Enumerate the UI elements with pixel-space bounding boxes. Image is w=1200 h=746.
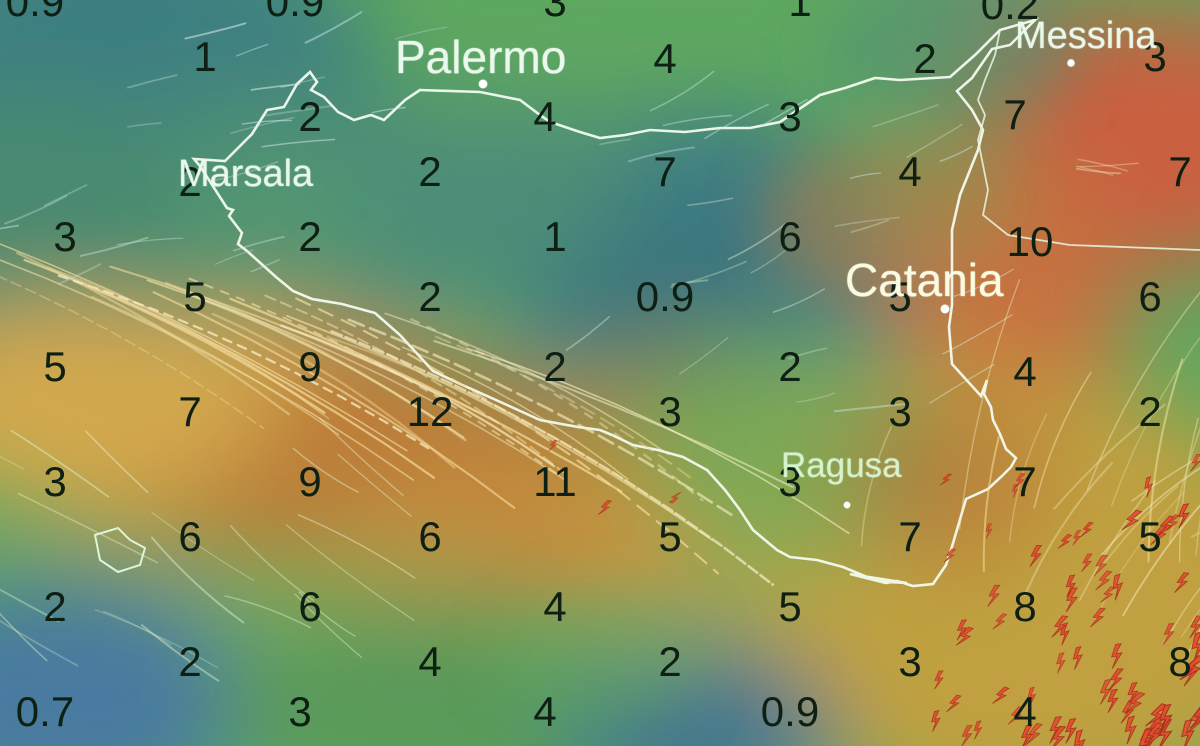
svg-text:2: 2	[543, 343, 566, 390]
svg-text:7: 7	[653, 148, 676, 195]
svg-text:7: 7	[1013, 458, 1036, 505]
svg-text:0.9: 0.9	[636, 273, 694, 320]
svg-text:9: 9	[298, 458, 321, 505]
svg-text:Ragusa: Ragusa	[781, 446, 902, 485]
svg-text:0.9: 0.9	[761, 688, 819, 735]
svg-text:6: 6	[778, 213, 801, 260]
svg-text:4: 4	[533, 93, 556, 140]
svg-text:2: 2	[178, 638, 201, 685]
svg-text:3: 3	[898, 638, 921, 685]
svg-text:Catania: Catania	[845, 254, 1004, 306]
svg-text:7: 7	[898, 513, 921, 560]
svg-text:0.9: 0.9	[266, 0, 324, 25]
svg-text:5: 5	[1138, 513, 1161, 560]
svg-text:8: 8	[1168, 638, 1191, 685]
svg-text:2: 2	[658, 638, 681, 685]
svg-text:3: 3	[543, 0, 566, 25]
svg-text:2: 2	[298, 93, 321, 140]
svg-text:2: 2	[298, 213, 321, 260]
svg-text:5: 5	[658, 513, 681, 560]
svg-text:4: 4	[898, 148, 921, 195]
svg-text:4: 4	[543, 583, 566, 630]
svg-text:4: 4	[533, 688, 556, 735]
svg-text:0.7: 0.7	[16, 688, 74, 735]
svg-text:3: 3	[53, 213, 76, 260]
svg-text:2: 2	[418, 148, 441, 195]
svg-text:3: 3	[658, 388, 681, 435]
svg-text:2: 2	[913, 35, 936, 82]
svg-text:7: 7	[1003, 91, 1026, 138]
svg-text:1: 1	[193, 33, 216, 80]
svg-text:10: 10	[1007, 218, 1054, 265]
svg-text:3: 3	[888, 388, 911, 435]
svg-text:0.9: 0.9	[6, 0, 64, 25]
svg-text:5: 5	[183, 273, 206, 320]
svg-text:4: 4	[1013, 688, 1036, 735]
svg-text:7: 7	[1168, 148, 1191, 195]
svg-text:3: 3	[288, 688, 311, 735]
svg-text:2: 2	[1138, 388, 1161, 435]
svg-text:7: 7	[178, 388, 201, 435]
svg-text:6: 6	[178, 513, 201, 560]
svg-text:3: 3	[778, 93, 801, 140]
svg-text:3: 3	[43, 458, 66, 505]
svg-text:6: 6	[1138, 273, 1161, 320]
svg-text:2: 2	[778, 343, 801, 390]
svg-text:4: 4	[1013, 348, 1036, 395]
svg-text:1: 1	[543, 213, 566, 260]
svg-text:6: 6	[298, 583, 321, 630]
svg-text:9: 9	[298, 343, 321, 390]
svg-text:5: 5	[43, 343, 66, 390]
svg-text:Messina: Messina	[1015, 15, 1157, 57]
svg-text:12: 12	[407, 388, 454, 435]
svg-text:6: 6	[418, 513, 441, 560]
svg-text:Marsala: Marsala	[178, 153, 314, 195]
svg-text:4: 4	[653, 35, 676, 82]
svg-text:8: 8	[1013, 583, 1036, 630]
svg-text:Palermo: Palermo	[395, 31, 566, 83]
svg-text:11: 11	[533, 458, 577, 505]
svg-text:1: 1	[788, 0, 811, 25]
svg-text:2: 2	[418, 273, 441, 320]
svg-text:5: 5	[778, 583, 801, 630]
svg-text:2: 2	[43, 583, 66, 630]
svg-text:4: 4	[418, 638, 441, 685]
